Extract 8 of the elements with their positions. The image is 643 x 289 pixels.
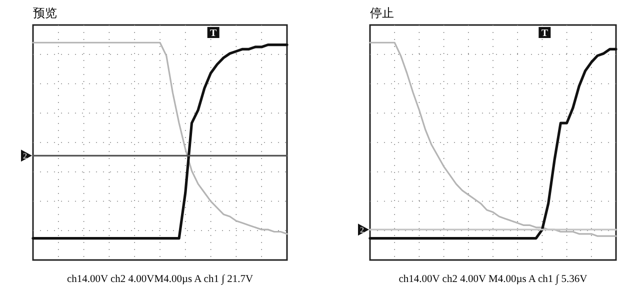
text: ch14.00V ch2 4.00V M4.00µs A ch1 ∫ 5.36V [398, 274, 588, 285]
chart-title: 预览 [33, 6, 57, 20]
chart-title: 停止 [370, 6, 394, 20]
text: T [210, 28, 218, 39]
text: 2 [23, 152, 27, 161]
text: ch14.00V ch2 4.00VM4.00µs A ch1 ∫ 21.7V [66, 274, 254, 285]
text: 2 [360, 226, 364, 235]
text: T [541, 28, 548, 39]
